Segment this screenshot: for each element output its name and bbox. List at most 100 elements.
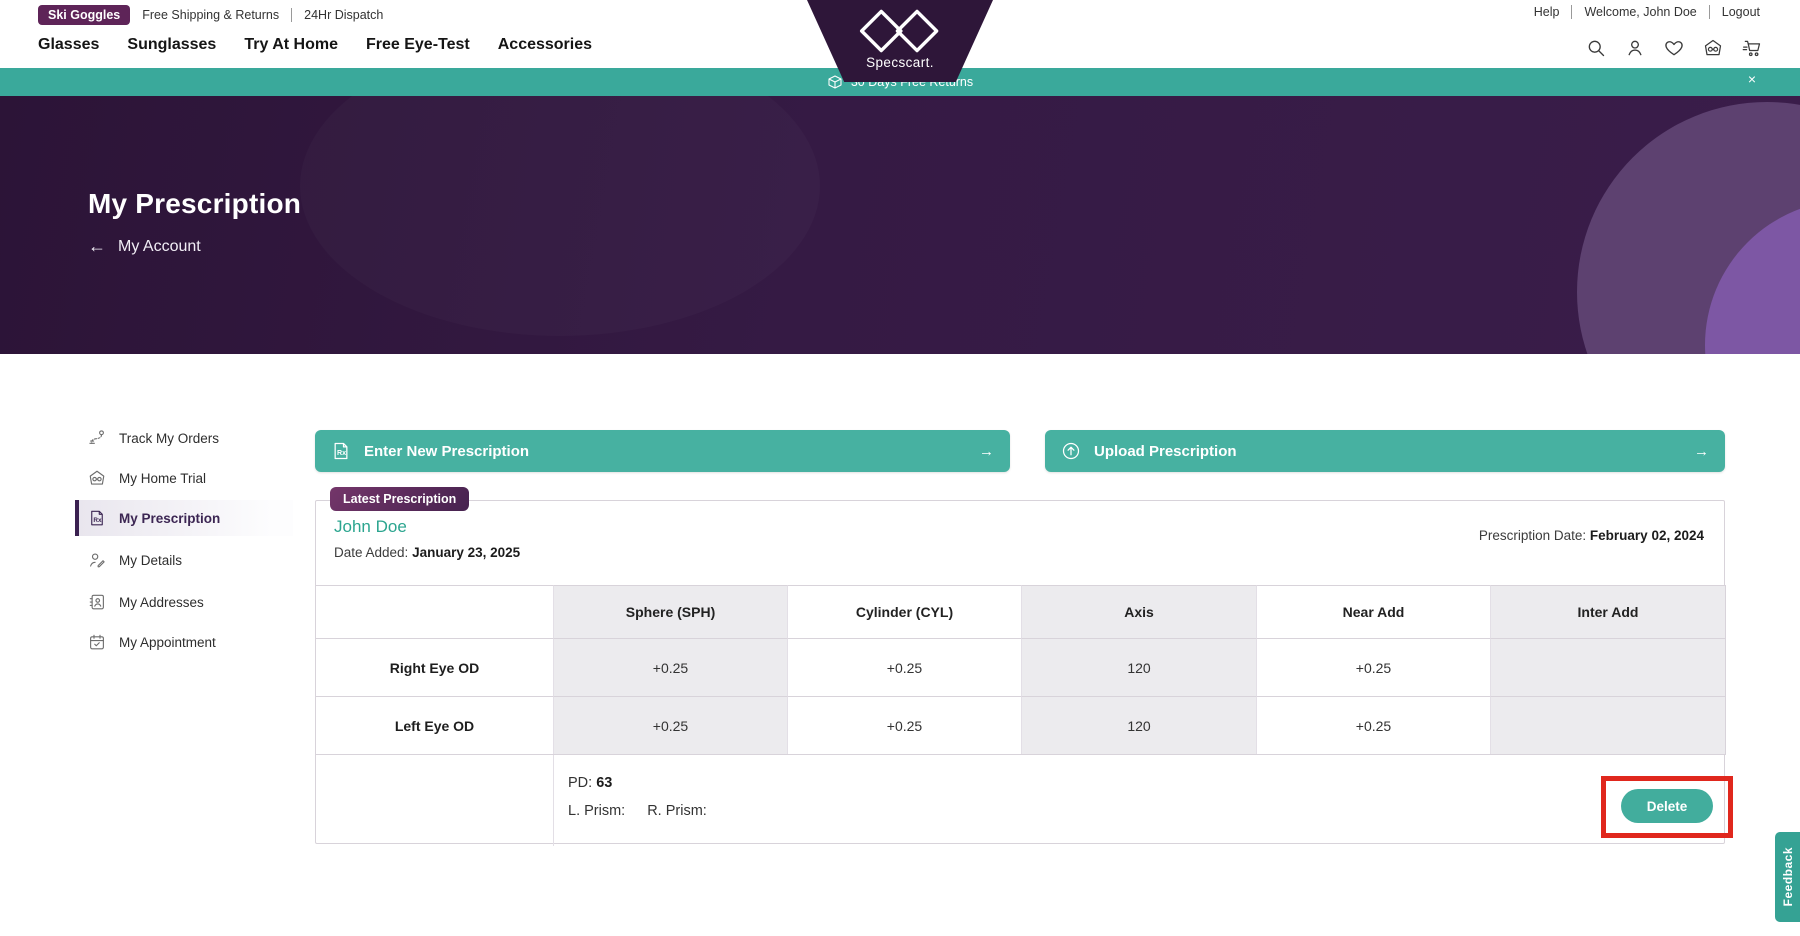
shipping-text: Free Shipping & Returns: [142, 8, 280, 22]
pd-value: 63: [596, 775, 613, 791]
topbar-left: Ski Goggles Free Shipping & Returns 24Hr…: [38, 5, 383, 25]
home-trial-icon: [89, 470, 105, 485]
account-icon[interactable]: [1625, 38, 1645, 58]
enter-new-prescription-button[interactable]: Rx Enter New Prescription →: [315, 430, 1010, 472]
table-cell: +0.25: [1257, 638, 1491, 696]
package-icon: [828, 75, 842, 89]
wishlist-heart-icon[interactable]: [1664, 38, 1684, 58]
banner-close-icon[interactable]: ×: [1747, 71, 1756, 87]
nav-item-accessories[interactable]: Accessories: [497, 36, 593, 53]
ski-goggles-badge[interactable]: Ski Goggles: [38, 5, 131, 25]
sidebar-item-my-home-trial[interactable]: My Home Trial: [75, 460, 293, 496]
pd-value-line: PD: 63: [568, 775, 612, 791]
highlight-annotation-box: Delete: [1601, 776, 1733, 838]
sidebar-item-my-prescription[interactable]: Rx My Prescription: [75, 500, 293, 536]
delete-button[interactable]: Delete: [1621, 789, 1713, 823]
prescription-doc-icon: Rx: [91, 510, 103, 526]
sidebar-item-label: My Home Trial: [119, 470, 207, 486]
person-edit-icon: [90, 553, 105, 568]
sidebar-item-track-my-orders[interactable]: Track My Orders: [75, 420, 293, 456]
nav-item-glasses[interactable]: Glasses: [38, 36, 100, 53]
nav-item-free-eye-test[interactable]: Free Eye-Test: [365, 36, 470, 53]
sidebar-item-my-details[interactable]: My Details: [75, 542, 293, 578]
nav-item-try-at-home[interactable]: Try At Home: [244, 36, 338, 53]
dispatch-text: 24Hr Dispatch: [304, 8, 384, 22]
upload-prescription-button[interactable]: Upload Prescription →: [1045, 430, 1725, 472]
nav-item-sunglasses[interactable]: Sunglasses: [127, 36, 217, 53]
table-cell: 120: [1022, 638, 1257, 696]
prescription-doc-icon: Rx: [334, 442, 348, 460]
sidebar-item-label: My Details: [119, 552, 183, 568]
latest-prescription-card: Latest Prescription John Doe Date Added:…: [315, 487, 1733, 846]
table-header-cell: Inter Add: [1491, 585, 1726, 638]
logout-link[interactable]: Logout: [1721, 5, 1760, 19]
r-prism-label: R. Prism:: [647, 803, 707, 819]
back-arrow-icon: ←: [88, 236, 106, 256]
back-to-my-account-link[interactable]: ← My Account: [88, 236, 201, 257]
welcome-text: Welcome, John Doe: [1584, 5, 1697, 19]
table-cell: +0.25: [1257, 696, 1491, 754]
table-cell: [1491, 696, 1726, 754]
table-row: Left Eye OD +0.25 +0.25 120 +0.25: [315, 696, 1726, 754]
help-link[interactable]: Help: [1533, 5, 1560, 19]
sidebar-item-my-appointment[interactable]: My Appointment: [75, 624, 293, 660]
pd-label: PD:: [568, 775, 597, 791]
topbar-right: Help Welcome, John Doe Logout: [1534, 5, 1760, 19]
date-added-label: Date Added:: [334, 545, 413, 560]
sidebar-item-label: My Appointment: [119, 634, 216, 650]
table-cell: 120: [1022, 696, 1257, 754]
logo-text: Specscart.: [866, 55, 934, 70]
home-trial-icon[interactable]: [1703, 38, 1723, 58]
table-header-cell: Near Add: [1257, 585, 1491, 638]
upload-icon: [1062, 442, 1080, 460]
svg-text:Rx: Rx: [93, 517, 102, 524]
prescription-date-label: Prescription Date:: [1478, 528, 1590, 543]
latest-prescription-badge: Latest Prescription: [330, 487, 470, 511]
date-added-value: January 23, 2025: [412, 545, 521, 560]
table-header-cell: Cylinder (CYL): [788, 585, 1022, 638]
divider: [1571, 5, 1573, 19]
order-route-icon: [89, 430, 104, 444]
prescription-table: Sphere (SPH) Cylinder (CYL) Axis Near Ad…: [315, 585, 1726, 754]
svg-text:Rx: Rx: [337, 449, 346, 457]
logo-diamonds-icon: [859, 9, 939, 53]
prescription-date-value: February 02, 2024: [1589, 528, 1704, 543]
table-cell: +0.25: [554, 638, 788, 696]
page-title: My Prescription: [88, 188, 302, 219]
back-link-label: My Account: [118, 237, 201, 255]
prescription-date: Prescription Date: February 02, 2024: [1479, 528, 1704, 543]
button-label: Enter New Prescription: [364, 442, 530, 460]
arrow-right-icon: →: [1694, 442, 1709, 460]
table-cell: [1491, 638, 1726, 696]
nav-icon-group: [1586, 38, 1762, 58]
cart-icon[interactable]: [1742, 38, 1762, 58]
hero-section: My Prescription ← My Account: [0, 96, 1800, 354]
calendar-icon: [90, 634, 104, 650]
table-header-cell: Axis: [1022, 585, 1257, 638]
nav-links: Glasses Sunglasses Try At Home Free Eye-…: [38, 36, 592, 54]
button-label: Upload Prescription: [1094, 442, 1237, 460]
feedback-tab[interactable]: Feedback: [1775, 832, 1800, 922]
l-prism-label: L. Prism:: [568, 803, 626, 819]
feedback-label: Feedback: [1780, 847, 1795, 907]
row-label: Left Eye OD: [315, 696, 554, 754]
sidebar-item-label: Track My Orders: [119, 430, 220, 446]
footer-spacer: [316, 755, 554, 846]
patient-name: John Doe: [334, 517, 407, 536]
table-row: Right Eye OD +0.25 +0.25 120 +0.25: [315, 638, 1726, 696]
search-icon[interactable]: [1586, 38, 1606, 58]
address-book-icon: [89, 594, 104, 610]
sidebar-item-my-addresses[interactable]: My Addresses: [75, 584, 293, 620]
date-added: Date Added: January 23, 2025: [334, 545, 520, 560]
table-cell: +0.25: [554, 696, 788, 754]
prism-line: L. Prism: R. Prism:: [568, 803, 707, 819]
sidebar-item-label: My Prescription: [119, 510, 221, 526]
table-cell: +0.25: [788, 638, 1022, 696]
divider: [1708, 5, 1710, 19]
table-header-cell: [315, 585, 554, 638]
hero-decor-shape: [300, 96, 820, 336]
sidebar-item-label: My Addresses: [119, 594, 204, 610]
table-cell: +0.25: [788, 696, 1022, 754]
table-header-cell: Sphere (SPH): [554, 585, 788, 638]
arrow-right-icon: →: [979, 442, 994, 460]
